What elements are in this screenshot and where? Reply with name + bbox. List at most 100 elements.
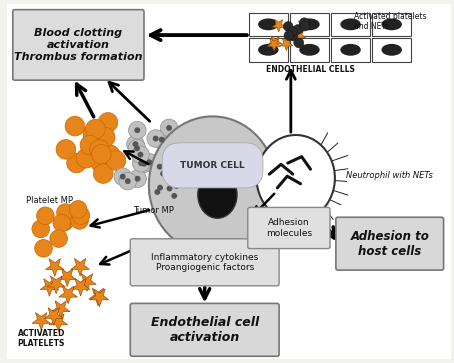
Circle shape [127, 135, 144, 153]
Polygon shape [32, 313, 50, 330]
Circle shape [76, 148, 96, 168]
Circle shape [128, 121, 146, 139]
Circle shape [160, 153, 178, 171]
Polygon shape [296, 21, 309, 33]
Circle shape [125, 178, 131, 184]
Circle shape [94, 164, 113, 183]
Circle shape [132, 146, 149, 163]
Circle shape [98, 113, 118, 132]
Text: Endothelial cell
activation: Endothelial cell activation [151, 316, 259, 344]
FancyBboxPatch shape [130, 239, 279, 286]
Circle shape [160, 152, 178, 170]
Circle shape [171, 193, 177, 199]
Circle shape [160, 119, 178, 137]
Circle shape [37, 207, 54, 225]
Circle shape [154, 189, 160, 195]
Text: ENDOTHELIAL CELLS: ENDOTHELIAL CELLS [266, 65, 355, 74]
Circle shape [168, 177, 185, 195]
Circle shape [294, 38, 304, 48]
Circle shape [50, 230, 68, 247]
Polygon shape [45, 259, 64, 276]
Ellipse shape [381, 19, 402, 30]
Text: Tumor MP: Tumor MP [133, 207, 174, 216]
Circle shape [91, 152, 110, 172]
Circle shape [128, 139, 146, 157]
Ellipse shape [258, 44, 279, 56]
Circle shape [147, 130, 164, 147]
Circle shape [157, 185, 163, 191]
FancyBboxPatch shape [372, 38, 411, 62]
Ellipse shape [257, 135, 335, 221]
Ellipse shape [381, 44, 402, 56]
Polygon shape [90, 289, 109, 307]
Circle shape [153, 135, 158, 142]
Circle shape [135, 155, 153, 172]
Circle shape [134, 145, 140, 151]
Circle shape [154, 165, 172, 183]
Circle shape [299, 18, 309, 28]
Circle shape [141, 161, 147, 167]
Circle shape [100, 145, 120, 165]
Polygon shape [89, 288, 107, 306]
Circle shape [56, 140, 76, 159]
Polygon shape [51, 301, 70, 318]
FancyBboxPatch shape [13, 10, 144, 80]
Ellipse shape [340, 19, 361, 30]
Circle shape [132, 154, 150, 172]
Polygon shape [59, 286, 78, 304]
Text: Adhesion
molecules: Adhesion molecules [266, 218, 312, 238]
Polygon shape [78, 274, 96, 291]
Circle shape [161, 180, 178, 197]
Polygon shape [47, 276, 65, 294]
Polygon shape [292, 30, 306, 42]
Circle shape [57, 204, 74, 221]
FancyBboxPatch shape [130, 303, 279, 356]
Circle shape [67, 153, 86, 173]
Circle shape [114, 168, 132, 185]
Circle shape [283, 21, 293, 31]
Circle shape [92, 144, 111, 164]
Ellipse shape [340, 44, 361, 56]
Circle shape [134, 176, 140, 182]
Circle shape [284, 30, 294, 40]
Ellipse shape [198, 171, 237, 218]
Circle shape [69, 200, 87, 218]
Circle shape [166, 158, 172, 164]
Circle shape [119, 172, 137, 190]
Polygon shape [44, 307, 63, 325]
Circle shape [120, 174, 126, 180]
Polygon shape [267, 39, 281, 51]
Circle shape [86, 119, 105, 139]
Polygon shape [288, 33, 301, 45]
FancyBboxPatch shape [249, 38, 288, 62]
Polygon shape [49, 314, 68, 331]
Circle shape [138, 152, 143, 158]
Circle shape [141, 154, 158, 171]
Text: Platelet MP: Platelet MP [26, 196, 74, 204]
Circle shape [166, 125, 172, 131]
Circle shape [129, 170, 146, 187]
FancyBboxPatch shape [7, 4, 451, 359]
Polygon shape [71, 258, 89, 276]
Circle shape [56, 213, 74, 231]
Circle shape [300, 20, 310, 30]
Ellipse shape [299, 19, 320, 30]
Polygon shape [269, 36, 282, 49]
Circle shape [159, 137, 165, 143]
Text: ACTIVATED
PLATELETS: ACTIVATED PLATELETS [18, 329, 65, 348]
Polygon shape [58, 269, 77, 286]
Circle shape [151, 158, 168, 175]
Circle shape [148, 183, 166, 201]
Circle shape [173, 183, 179, 189]
Circle shape [72, 207, 90, 224]
FancyBboxPatch shape [331, 13, 370, 36]
Circle shape [90, 140, 109, 159]
Ellipse shape [299, 44, 320, 56]
FancyBboxPatch shape [249, 13, 288, 36]
Circle shape [160, 171, 166, 176]
Circle shape [106, 151, 126, 170]
Circle shape [35, 240, 52, 257]
Circle shape [165, 187, 183, 205]
Circle shape [288, 31, 298, 41]
Circle shape [32, 220, 49, 238]
